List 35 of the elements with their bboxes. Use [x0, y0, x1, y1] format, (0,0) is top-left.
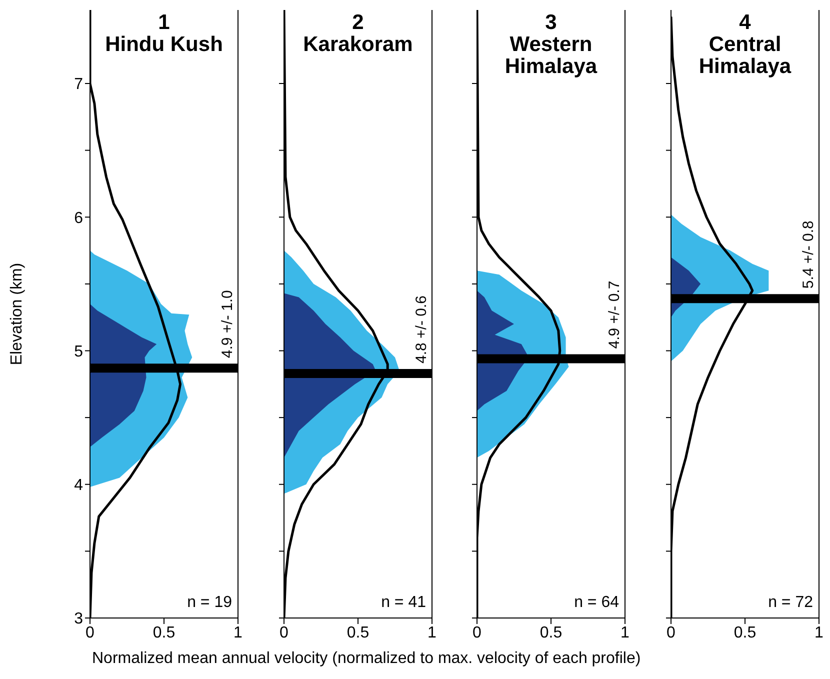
x-tick-label: 0.5 [734, 624, 756, 642]
x-tick-label: 0 [472, 624, 482, 642]
x-tick-label: 1 [814, 624, 824, 642]
ref-line-label: 4.9 +/- 1.0 [219, 290, 236, 358]
x-tick-label: 0.5 [152, 624, 176, 642]
x-tick-label: 0 [280, 624, 289, 642]
x-tick-label: 0.5 [540, 624, 562, 642]
y-tick-label: 7 [74, 76, 84, 94]
y-tick-label: 4 [74, 477, 84, 494]
ref-line-label: 4.9 +/- 0.7 [606, 280, 623, 349]
y-tick-label: 5 [74, 343, 84, 360]
x-tick-label: 0 [86, 624, 95, 642]
y-tick-label: 3 [74, 610, 84, 628]
annotation: n = 72 [767, 594, 813, 612]
x-tick-label: 1 [428, 624, 437, 642]
x-axis-title: Normalized mean annual velocity (normalized to max. velocity of each profile) [92, 650, 641, 668]
text: Western Himalaya [504, 33, 598, 78]
y-tick-label: 6 [74, 210, 84, 227]
annotation: n = 19 [186, 594, 232, 612]
chart-title: 4 [738, 11, 752, 34]
x-tick-label: 0 [666, 624, 676, 642]
chart-title: 1 [157, 11, 171, 34]
ref-line-label: 4.8 +/- 0.6 [413, 295, 430, 364]
x-tick-label: 0.5 [346, 624, 370, 642]
ref-line-label: 5.4 +/- 0.8 [800, 220, 817, 289]
chart-title: 2 [351, 11, 365, 34]
y-axis-title: Elevation (km) [8, 262, 26, 366]
chart-title: 3 [544, 11, 558, 34]
annotation: n = 41 [380, 594, 426, 612]
text: Hindu Kush [104, 33, 224, 56]
x-tick-label: 1 [620, 624, 630, 642]
x-tick-label: 1 [234, 624, 243, 642]
annotation: n = 64 [573, 594, 619, 612]
text: Karakoram [302, 33, 414, 56]
text: Central Himalaya [698, 33, 792, 78]
